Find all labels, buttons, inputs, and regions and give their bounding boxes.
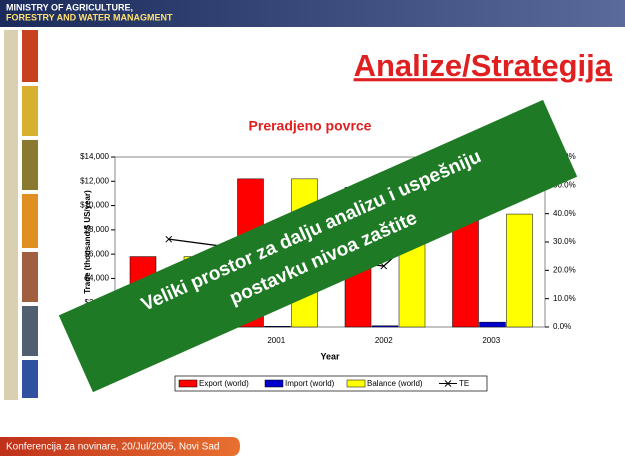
legend-label: Balance (world) [367, 379, 423, 388]
legend-swatch [347, 380, 365, 387]
legend-label: Import (world) [285, 379, 335, 388]
y-tick-label: $8,000 [85, 225, 110, 234]
header-text: MINISTRY OF AGRICULTURE, [6, 2, 133, 12]
y2-tick-label: 30.0% [553, 237, 576, 246]
header-text: FORESTRY AND WATER MANAGMENT [6, 12, 173, 22]
y-tick-label: $12,000 [80, 176, 109, 185]
legend-label: TE [459, 379, 469, 388]
legend-swatch [179, 380, 197, 387]
legend-label: Export (world) [199, 379, 249, 388]
bar [372, 326, 398, 327]
bar [480, 322, 506, 327]
x-tick-label: 2002 [375, 336, 393, 345]
bar [507, 214, 533, 327]
y-tick-label: $6,000 [85, 249, 110, 258]
x-tick-label: 2003 [482, 336, 500, 345]
y2-tick-label: 10.0% [553, 294, 576, 303]
y2-tick-label: 0.0% [553, 322, 571, 331]
x-axis-label: Year [320, 351, 340, 361]
slide-title: Analize/Strategija [354, 48, 613, 83]
legend-swatch [265, 380, 283, 387]
y-tick-label: $4,000 [85, 274, 110, 283]
y-tick-label: $10,000 [80, 201, 109, 210]
x-tick-label: 2001 [267, 336, 285, 345]
y-tick-label: $14,000 [80, 152, 109, 161]
slide: MINISTRY OF AGRICULTURE, FORESTRY AND WA… [0, 0, 625, 460]
bar [265, 326, 291, 327]
y2-tick-label: 40.0% [553, 209, 576, 218]
y2-tick-label: 20.0% [553, 265, 576, 274]
footer-text: Konferencija za novinare, 20/Jul/2005, N… [6, 442, 219, 453]
chart-title: Preradjeno povrce [249, 118, 372, 134]
